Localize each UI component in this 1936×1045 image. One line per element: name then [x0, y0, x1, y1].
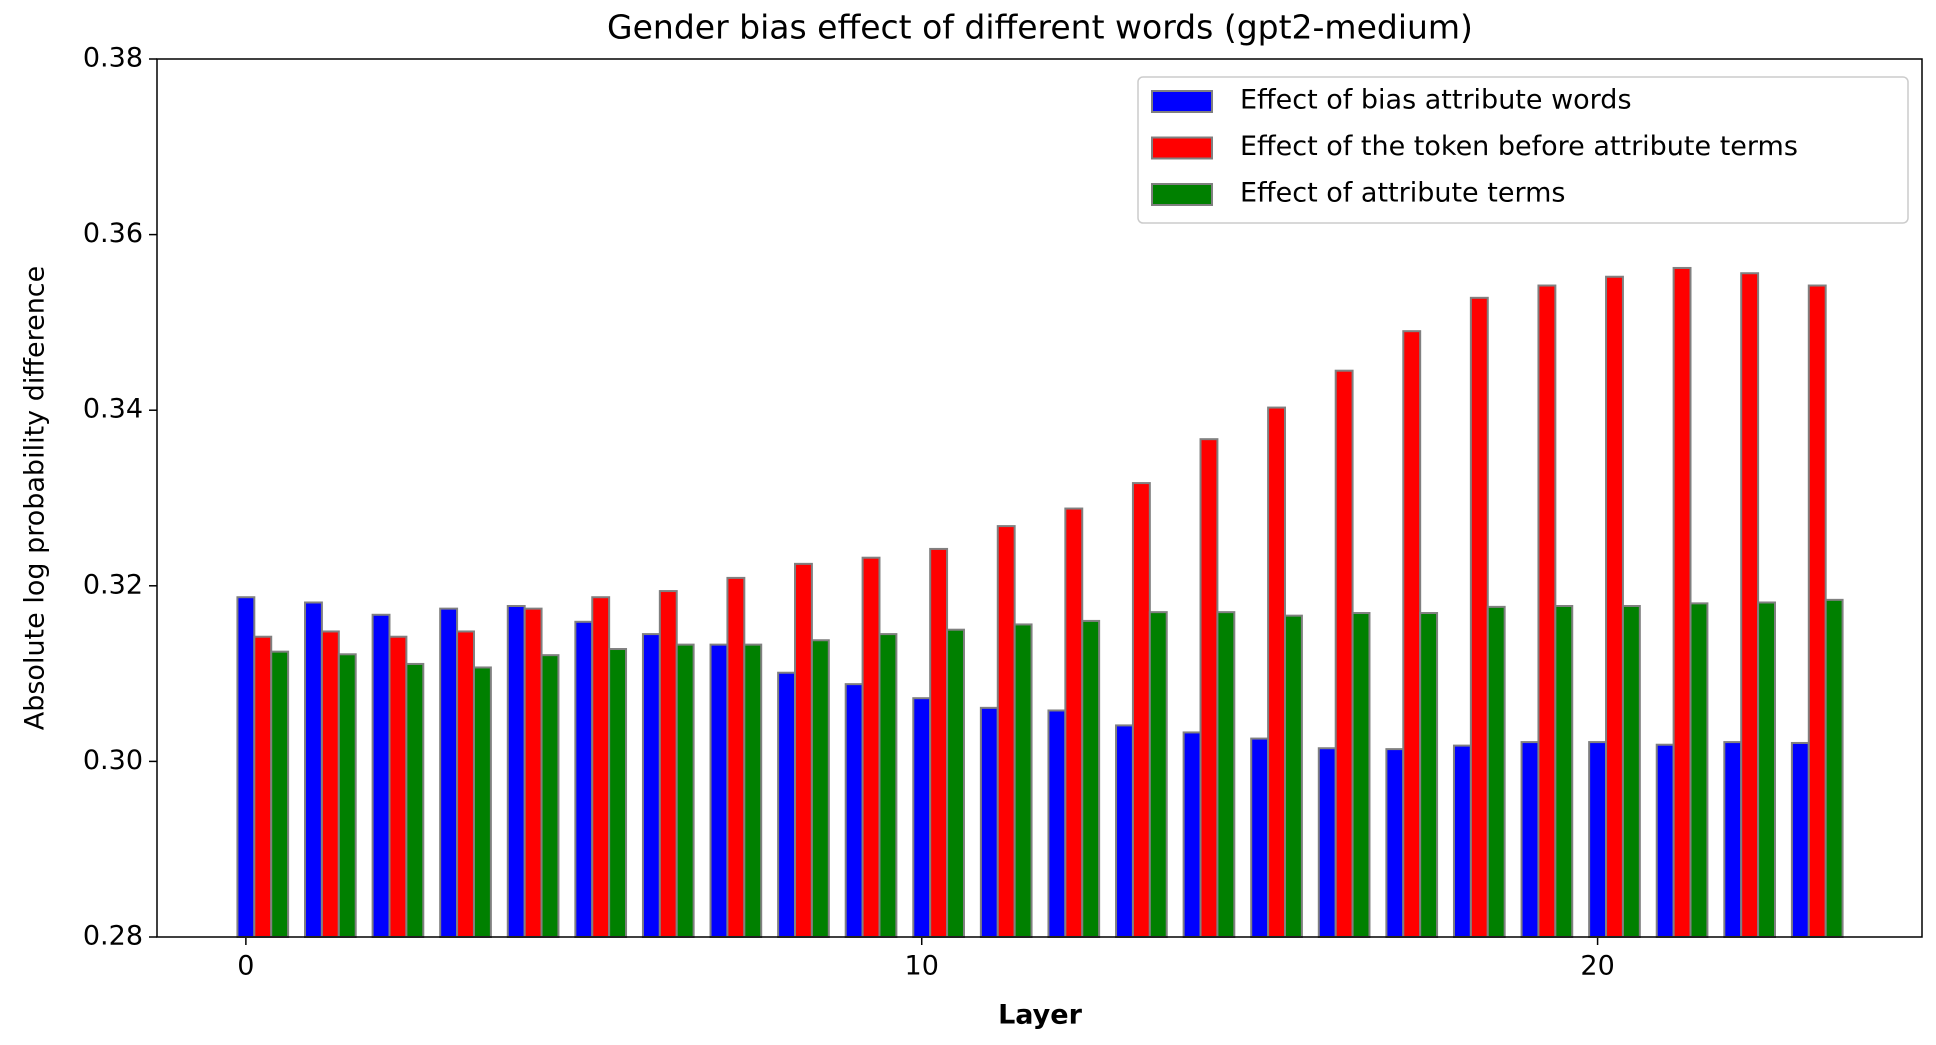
- bar: [1402, 330, 1422, 938]
- bar: [523, 607, 543, 938]
- bar: [1520, 741, 1540, 938]
- bar: [1554, 604, 1574, 939]
- bar: [726, 576, 746, 938]
- bar: [1385, 748, 1405, 938]
- bar: [996, 525, 1016, 938]
- bar: [388, 635, 408, 938]
- y-axis-label: Absolute log probability difference: [20, 266, 51, 731]
- x-tick-label: 20: [1580, 951, 1614, 982]
- bar: [1148, 611, 1168, 938]
- bar: [1334, 369, 1354, 938]
- bar: [1469, 296, 1489, 939]
- bar: [591, 596, 611, 938]
- x-axis-label: Layer: [998, 1000, 1083, 1031]
- y-tick-label: 0.38: [83, 43, 143, 74]
- legend-swatch: [1151, 90, 1213, 113]
- bar: [1757, 601, 1777, 938]
- bar: [709, 643, 729, 938]
- bar: [946, 628, 965, 938]
- bar: [236, 596, 256, 938]
- bar: [1655, 743, 1675, 939]
- bar: [574, 620, 594, 938]
- legend-box: [1137, 76, 1909, 224]
- plot-frame: [156, 58, 1923, 938]
- bar: [641, 633, 661, 939]
- bar: [1689, 602, 1709, 938]
- bar: [1740, 272, 1760, 938]
- chart-title: Gender bias effect of different words (g…: [607, 8, 1473, 47]
- bar: [777, 671, 797, 938]
- bar: [1267, 406, 1287, 939]
- bar: [1047, 709, 1067, 939]
- bar: [929, 547, 949, 938]
- bar: [1351, 612, 1371, 938]
- bar: [1537, 284, 1557, 938]
- bar: [270, 650, 290, 939]
- legend-label: Effect of bias attribute words: [1240, 85, 1632, 116]
- bar: [1131, 482, 1151, 938]
- bar: [658, 590, 678, 938]
- bar: [1250, 737, 1270, 939]
- bar: [1284, 614, 1303, 938]
- x-tick-label: 0: [237, 951, 254, 982]
- bar: [1182, 731, 1202, 939]
- bar: [1317, 747, 1337, 938]
- legend-swatch: [1151, 136, 1213, 160]
- y-tick-label: 0.32: [83, 569, 143, 600]
- legend-label: Effect of the token before attribute ter…: [1240, 131, 1798, 162]
- bar: [861, 556, 881, 938]
- bar: [1790, 741, 1810, 938]
- x-tick-label: 10: [905, 951, 939, 982]
- bar: [1081, 619, 1101, 938]
- bar: [1486, 605, 1506, 938]
- bar: [1115, 724, 1134, 938]
- bar: [608, 648, 628, 938]
- legend-label: Effect of attribute terms: [1240, 178, 1565, 209]
- legend-swatch: [1151, 183, 1213, 206]
- bar: [878, 633, 898, 939]
- y-tick-label: 0.28: [83, 921, 143, 952]
- bar: [844, 683, 864, 938]
- bar: [456, 630, 475, 938]
- bar: [472, 666, 492, 938]
- bar: [912, 697, 932, 939]
- bar: [1723, 741, 1743, 938]
- bar: [810, 639, 830, 939]
- bar: [794, 562, 813, 938]
- bar: [675, 643, 695, 938]
- bar: [371, 613, 391, 938]
- bar: [405, 662, 425, 939]
- bar: [439, 607, 459, 938]
- bar: [304, 601, 323, 938]
- bar: [743, 643, 763, 938]
- bar: [1419, 612, 1439, 938]
- bar: [1452, 744, 1472, 939]
- bar: [506, 604, 526, 939]
- bar: [540, 654, 560, 938]
- bar: [1199, 438, 1219, 938]
- bar: [1064, 507, 1084, 938]
- bar: [1672, 266, 1692, 938]
- bar: [1605, 275, 1624, 938]
- bar: [253, 635, 273, 938]
- bar: [1216, 611, 1236, 938]
- y-tick-label: 0.30: [83, 745, 143, 776]
- bar: [1013, 623, 1033, 938]
- bar: [1588, 741, 1608, 938]
- y-tick-label: 0.36: [83, 218, 143, 249]
- bar: [1807, 284, 1827, 938]
- bar: [979, 706, 999, 938]
- y-tick-label: 0.34: [83, 394, 143, 425]
- bar: [1621, 604, 1641, 939]
- bar: [320, 630, 340, 938]
- bar: [1824, 598, 1844, 939]
- bar: [337, 653, 357, 938]
